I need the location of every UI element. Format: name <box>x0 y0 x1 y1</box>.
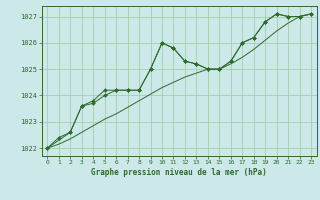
X-axis label: Graphe pression niveau de la mer (hPa): Graphe pression niveau de la mer (hPa) <box>91 168 267 177</box>
